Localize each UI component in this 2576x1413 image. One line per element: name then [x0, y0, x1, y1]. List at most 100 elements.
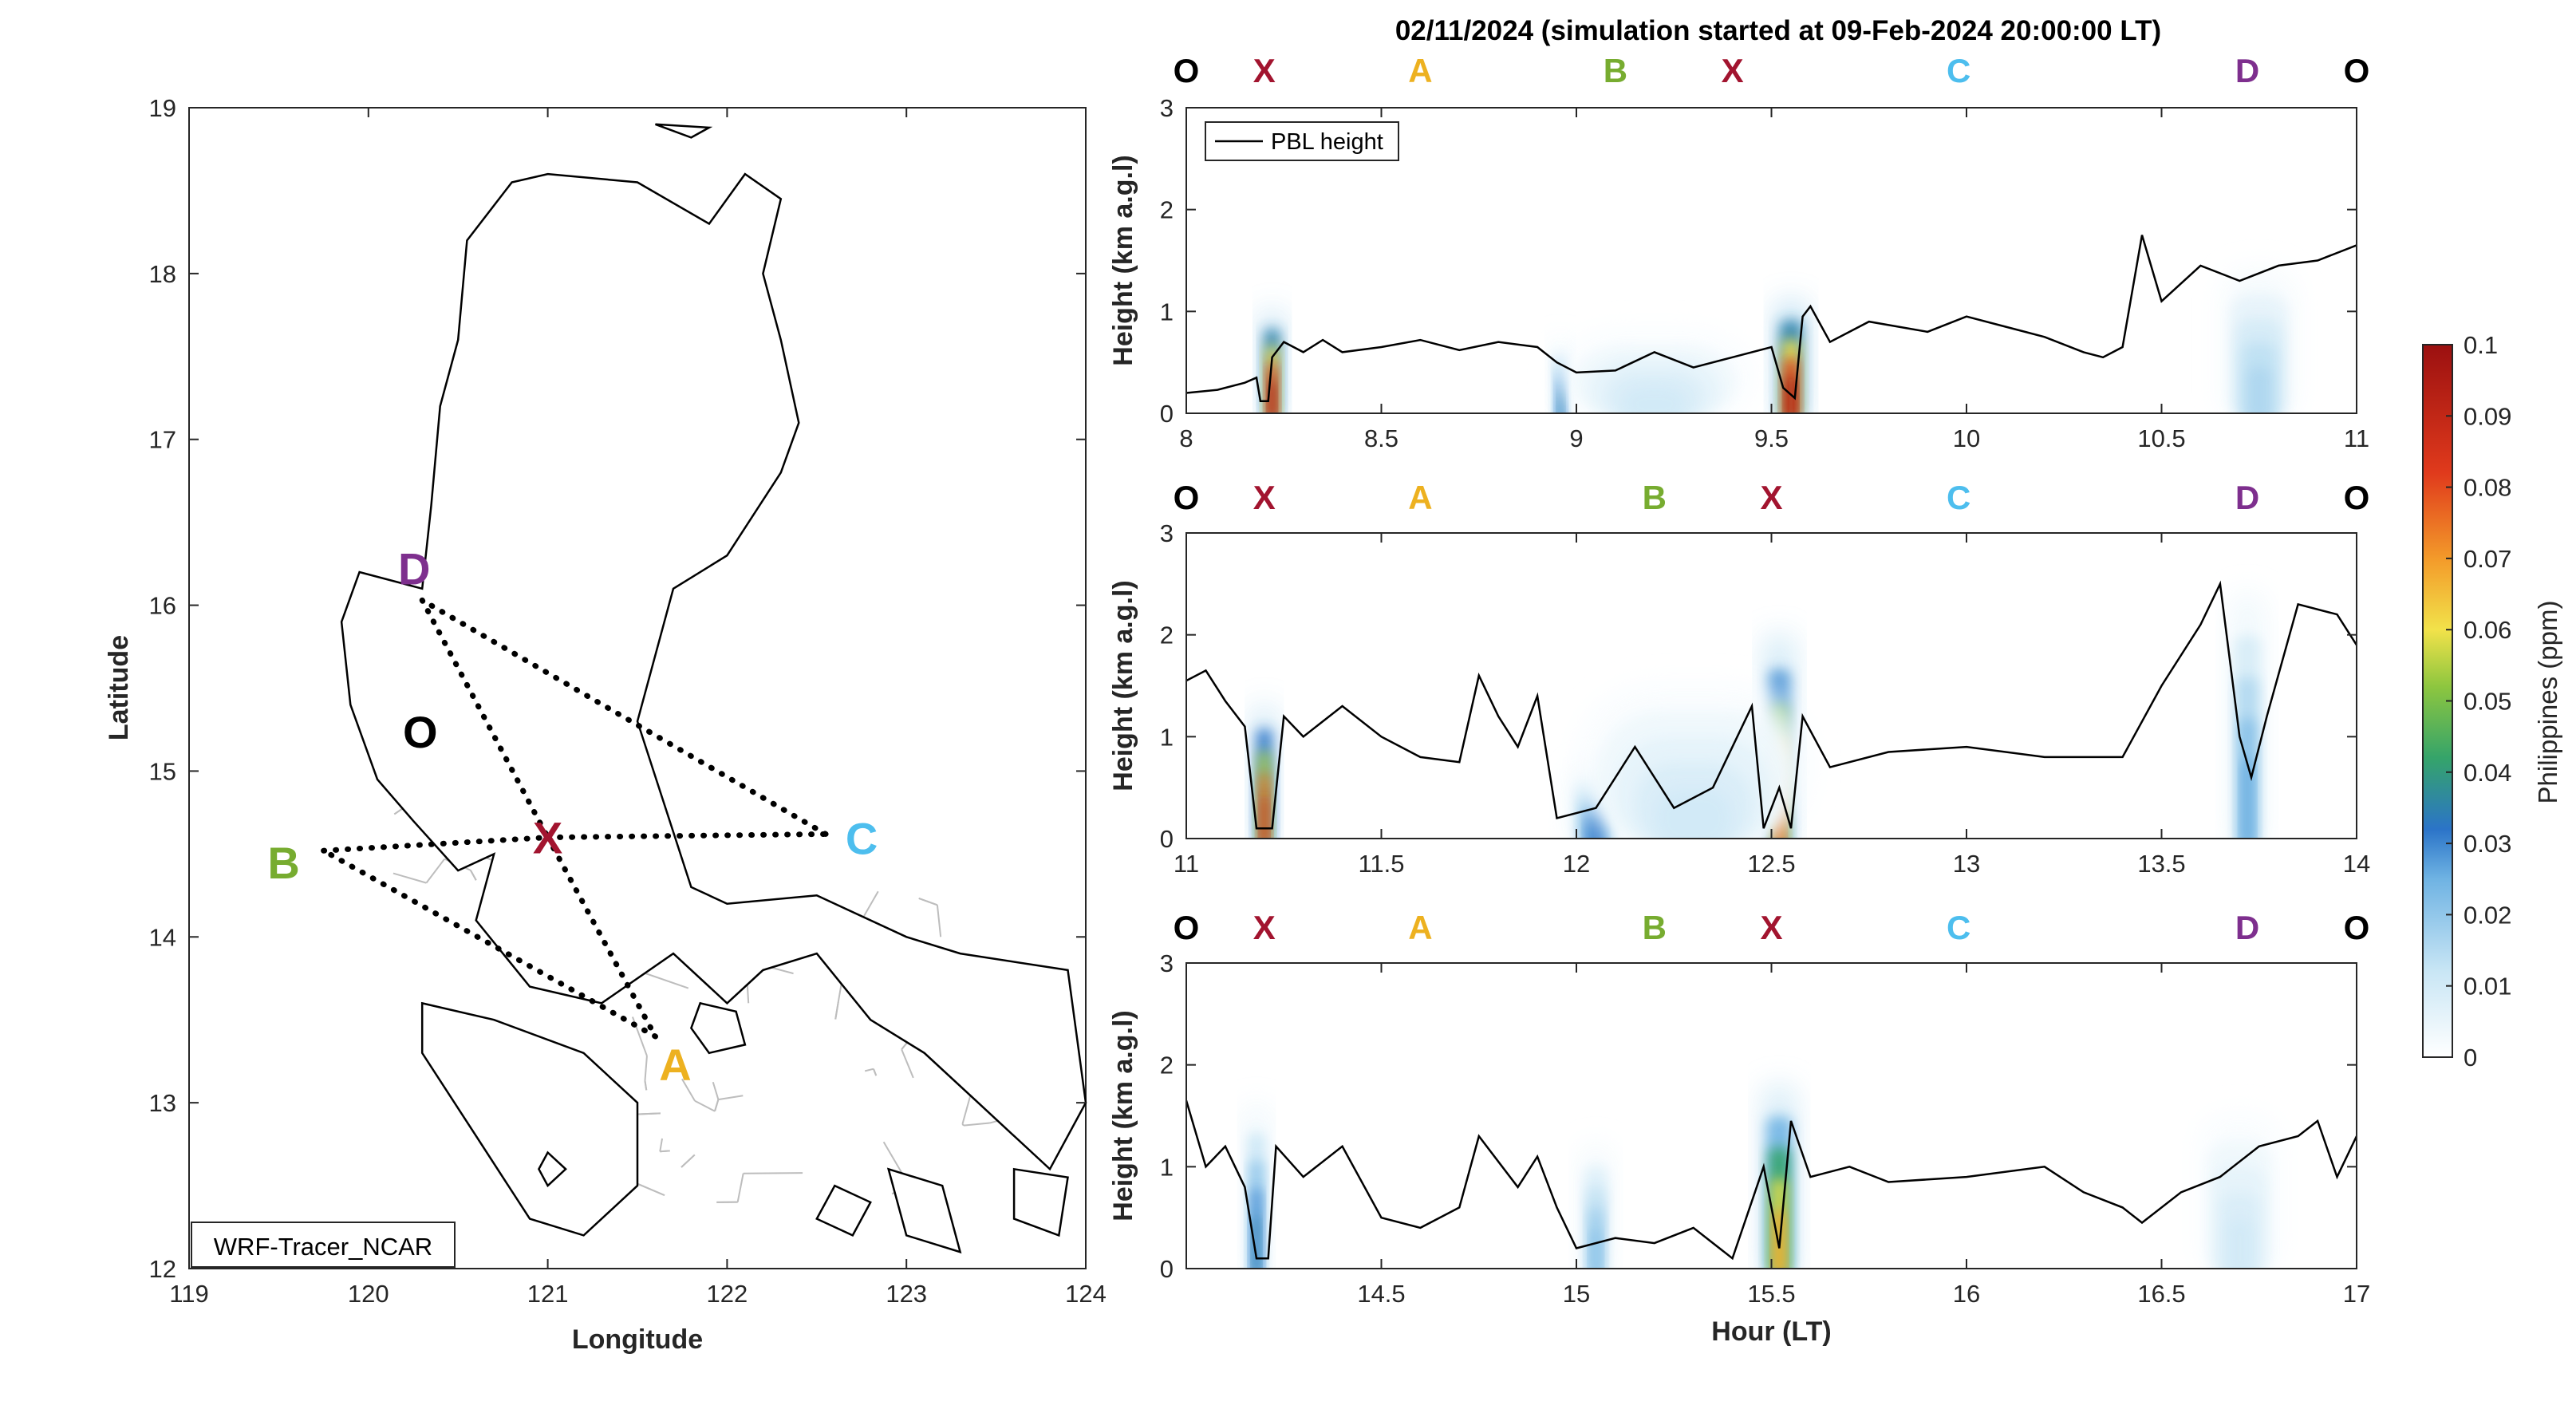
- map-x-ticks: 119 120 121 122 123 124: [169, 108, 1107, 1308]
- luzon-coastline: [340, 172, 1087, 1171]
- pbl-height-line: [1186, 235, 2357, 402]
- tracer-field: [1186, 1085, 2357, 1269]
- map-x-tick-label: 119: [169, 1280, 208, 1308]
- province-boundary: [743, 1172, 803, 1174]
- tracer-plume: [1558, 390, 1564, 413]
- province-boundary: [718, 1095, 744, 1101]
- tracer-field: [1186, 235, 2357, 413]
- tracer-plume: [2227, 1219, 2252, 1269]
- province-boundary: [873, 1068, 878, 1076]
- colorbar-tick-label: 0.05: [2464, 688, 2511, 716]
- province-boundary: [736, 1173, 744, 1202]
- waypoint-label-O: O: [1174, 909, 1200, 946]
- province-boundary: [659, 1138, 664, 1152]
- y-tick-label: 3: [1160, 94, 1174, 122]
- province-boundary: [918, 898, 938, 906]
- province-boundary: [644, 1056, 648, 1081]
- map-y-tick-label: 18: [149, 260, 176, 288]
- map-x-tick-label: 123: [886, 1280, 927, 1308]
- map-y-ticks: 12 13 14 15 16 17 18 19: [149, 94, 1086, 1283]
- map-panel: O X A B C D 119 120 121 122 123 124 12 13 14 15 16 17 18…: [104, 94, 1107, 1355]
- x-tick-label: 10.5: [2137, 424, 2185, 452]
- route-segment-X-A: [545, 835, 658, 1040]
- island-coastline-0: [689, 1001, 747, 1055]
- island-coastline-3: [815, 1184, 872, 1237]
- waypoint-label-X: X: [1253, 909, 1276, 946]
- y-tick-label: 1: [1160, 298, 1174, 326]
- x-tick-label: 14.5: [1357, 1280, 1405, 1308]
- legend-entry: PBL height: [1271, 129, 1383, 155]
- y-axis-label: Height (km a.g.l): [1108, 1010, 1138, 1221]
- colorbar-tick-label: 0.02: [2464, 901, 2511, 929]
- waypoint-label-A: A: [1408, 909, 1432, 946]
- colorbar-tick-label: 0.08: [2464, 474, 2511, 502]
- x-tick-label: 9: [1569, 424, 1583, 452]
- model-label: WRF-Tracer_NCAR: [214, 1233, 432, 1261]
- y-tick-label: 2: [1160, 1052, 1174, 1079]
- map-waypoint-O: O: [403, 707, 438, 757]
- waypoint-label-O: O: [1174, 479, 1200, 516]
- tracer-plume: [1786, 377, 1796, 413]
- colorbar-tick-label: 0.1: [2464, 331, 2498, 359]
- panel-3: 14.5 15 15.5 16 16.5 17 0 1 2 3 Height (km a.g.l) H…: [1108, 909, 2370, 1347]
- map-x-axis-label: Longitude: [572, 1324, 703, 1355]
- province-boundary: [681, 1078, 696, 1102]
- waypoint-label-D: D: [2235, 479, 2259, 516]
- waypoint-label-O: O: [2344, 909, 2370, 946]
- flight-route: [321, 597, 829, 1040]
- y-axis-label: Height (km a.g.l): [1108, 580, 1138, 791]
- tracer-plume: [2242, 760, 2253, 839]
- island-coastline-1: [655, 123, 713, 139]
- x-tick-label: 13: [1953, 850, 1980, 878]
- colorbar-tick-label: 0.04: [2464, 759, 2511, 787]
- waypoint-label-C: C: [1947, 52, 1970, 89]
- pbl-height-line: [1186, 580, 2357, 830]
- province-boundary: [635, 1182, 665, 1197]
- route-segment-X-C: [545, 831, 829, 841]
- x-tick-label: 17: [2343, 1280, 2370, 1308]
- tracer-plume: [1253, 1216, 1260, 1269]
- waypoint-label-X: X: [1760, 479, 1782, 516]
- province-boundary: [901, 1048, 914, 1079]
- waypoint-label-A: A: [1408, 52, 1432, 89]
- map-waypoint-B: B: [267, 838, 299, 888]
- map-waypoint-X: X: [533, 813, 562, 863]
- waypoint-label-B: B: [1604, 52, 1627, 89]
- map-y-tick-label: 15: [149, 757, 176, 785]
- waypoint-label-B: B: [1643, 909, 1667, 946]
- island-coastline-4: [1012, 1167, 1069, 1237]
- x-tick-label: 16.5: [2137, 1280, 2185, 1308]
- waypoint-label-X: X: [1253, 52, 1276, 89]
- x-tick-label: 14: [2343, 850, 2370, 878]
- map-x-tick-label: 122: [707, 1280, 748, 1308]
- waypoint-label-X: X: [1253, 479, 1276, 516]
- waypoint-label-O: O: [1174, 52, 1200, 89]
- map-x-tick-label: 121: [527, 1280, 569, 1308]
- x-tick-label: 15.5: [1747, 1280, 1795, 1308]
- x-tick-label: 11.5: [1358, 850, 1404, 878]
- colorbar-tick-label: 0.09: [2464, 402, 2511, 430]
- tracer-plume: [1623, 387, 1686, 413]
- map-y-tick-label: 12: [149, 1255, 176, 1283]
- province-boundary: [393, 872, 427, 884]
- colorbar-tick-label: 0.07: [2464, 545, 2511, 573]
- y-tick-label: 1: [1160, 723, 1174, 751]
- province-boundary: [425, 858, 446, 884]
- pbl-height-line: [1186, 1099, 2357, 1261]
- map-y-tick-label: 13: [149, 1089, 176, 1117]
- colorbar-tick-label: 0.01: [2464, 973, 2511, 1001]
- map-y-tick-label: 17: [149, 426, 176, 454]
- colorbar: 0 0.01 0.02 0.03 0.04 0.05 0.06 0.07 0.08 0.09 0.1…: [2422, 331, 2562, 1072]
- map-y-tick-label: 14: [149, 923, 176, 951]
- colorbar-label: Philippines (ppm): [2533, 601, 2562, 804]
- waypoint-label-A: A: [1408, 479, 1432, 516]
- province-boundary: [644, 1080, 648, 1091]
- model-label-box: [191, 1222, 456, 1268]
- province-boundary: [834, 1001, 839, 1020]
- coastline: [340, 123, 1087, 1254]
- x-tick-label: 13.5: [2137, 850, 2185, 878]
- map-y-tick-label: 16: [149, 592, 176, 620]
- y-tick-label: 3: [1160, 949, 1174, 977]
- island-coastline-5: [537, 1151, 567, 1188]
